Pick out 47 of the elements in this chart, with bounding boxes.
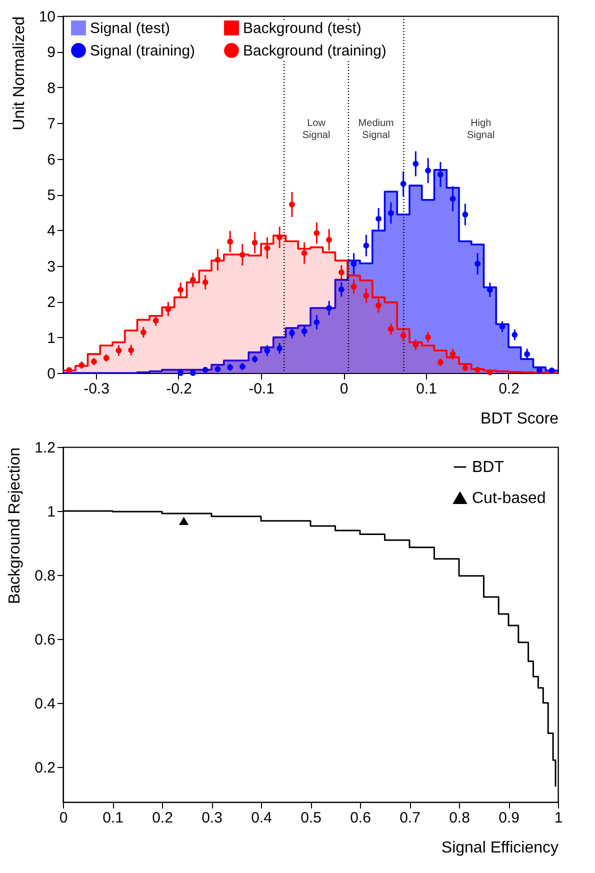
- y-axis-title: Unit Normalized: [10, 16, 28, 130]
- legend-label: Signal (test): [90, 20, 170, 37]
- x-tick-label: -0.2: [166, 380, 192, 398]
- y-tick-label: 3: [47, 258, 56, 276]
- x-tick-label: 0: [340, 380, 348, 398]
- x-tick-label: 0.3: [202, 810, 222, 826]
- y-axis-title: Background Rejection: [6, 448, 24, 604]
- y-tick-label: 9: [47, 44, 56, 62]
- y-tick-label: 7: [47, 116, 56, 133]
- x-tick-label: 0.2: [498, 380, 520, 398]
- annotation: Low Signal: [302, 118, 330, 142]
- y-tick-label: 1.2: [34, 440, 56, 456]
- x-tick-label: 0.7: [400, 810, 420, 826]
- y-tick-label: 10: [38, 8, 56, 26]
- legend-label: BDT: [472, 459, 504, 476]
- x-tick-label: 0.1: [102, 810, 124, 826]
- annotation: Medium Signal: [358, 118, 394, 142]
- x-tick-label: 0.9: [498, 810, 520, 826]
- x-tick-label: 1: [554, 810, 563, 826]
- legend-label: Cut-based: [472, 490, 546, 507]
- x-tick-label: 0.1: [416, 380, 437, 398]
- legend-label: Background (test): [243, 20, 362, 37]
- y-tick-label: 1: [47, 330, 56, 347]
- y-tick-label: 0.2: [34, 759, 56, 776]
- y-tick-label: 8: [47, 80, 56, 97]
- legend-label: Background (training): [243, 42, 386, 60]
- x-tick-label: 0.6: [350, 810, 371, 826]
- x-tick-label: 0.2: [152, 810, 173, 826]
- x-axis-title: Signal Efficiency: [441, 840, 558, 856]
- y-tick-label: 0.6: [34, 631, 56, 648]
- legend-label: Signal (training): [90, 42, 196, 60]
- x-tick-label: 0: [59, 810, 68, 826]
- x-tick-label: 0.8: [449, 810, 470, 826]
- x-tick-label: -0.1: [248, 380, 274, 398]
- y-tick-label: 0.4: [34, 695, 56, 712]
- x-tick-label: 0.4: [251, 810, 272, 826]
- y-tick-label: 6: [47, 151, 56, 168]
- x-tick-label: -0.3: [84, 380, 110, 398]
- annotation: High Signal: [466, 118, 495, 142]
- y-tick-label: 4: [47, 222, 56, 240]
- y-tick-label: 5: [47, 187, 56, 204]
- y-tick-label: 2: [47, 294, 56, 312]
- x-tick-label: 0.5: [300, 810, 322, 826]
- x-axis-title: BDT Score: [480, 410, 559, 428]
- y-tick-label: 0: [47, 366, 56, 382]
- y-tick-label: 1: [47, 503, 56, 520]
- y-tick-label: 0.8: [34, 567, 56, 584]
